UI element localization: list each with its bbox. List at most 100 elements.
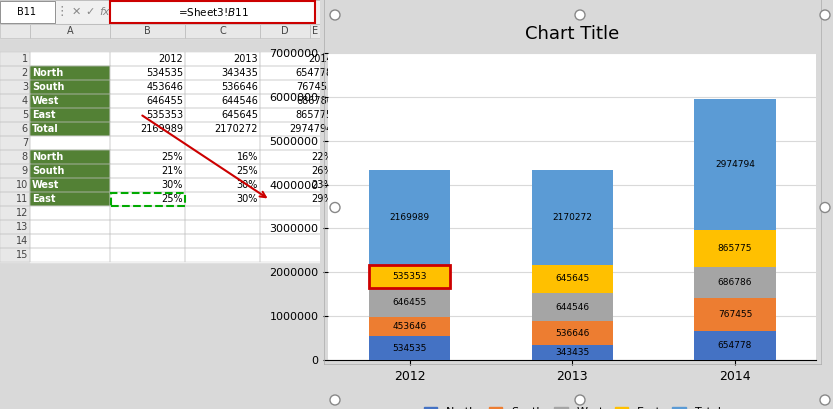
Bar [335, 234, 345, 248]
Bar [110, 1, 315, 23]
Bar [185, 164, 260, 178]
Bar [260, 66, 335, 80]
Bar [30, 122, 110, 136]
Bar [30, 234, 110, 248]
Bar [110, 52, 185, 66]
Bar [531, 265, 613, 293]
Text: 644546: 644546 [556, 303, 590, 312]
Bar [185, 248, 260, 262]
Circle shape [330, 395, 340, 405]
Bar [110, 136, 185, 150]
Bar [30, 192, 110, 206]
Bar [0, 80, 30, 94]
Bar [185, 24, 260, 38]
Bar [260, 192, 335, 206]
Bar [185, 178, 260, 192]
Bar [0, 52, 30, 66]
Circle shape [575, 395, 585, 405]
Bar [30, 178, 110, 192]
Bar [335, 248, 345, 262]
Bar [185, 136, 260, 150]
Bar [335, 66, 345, 80]
Text: 686786: 686786 [718, 278, 752, 287]
Bar [110, 94, 185, 108]
Bar [185, 234, 260, 248]
Bar [30, 94, 110, 108]
Text: 3: 3 [22, 82, 28, 92]
Bar [335, 164, 345, 178]
Bar [30, 52, 110, 66]
Bar [0, 248, 30, 262]
Text: B: B [144, 26, 151, 36]
Text: 30%: 30% [162, 180, 183, 190]
Text: South: South [32, 166, 64, 176]
Bar [531, 170, 613, 265]
Bar [260, 192, 335, 206]
Bar [335, 122, 345, 136]
Bar [30, 24, 110, 38]
Bar [335, 94, 345, 108]
Legend: North, South, West, East, Total: North, South, West, East, Total [420, 402, 725, 409]
Bar [260, 248, 335, 262]
Bar [110, 122, 185, 136]
Bar [0, 66, 30, 80]
Bar [110, 248, 185, 262]
Bar [30, 206, 110, 220]
Text: 26%: 26% [312, 166, 333, 176]
Bar [260, 136, 335, 150]
Bar [185, 248, 260, 262]
Bar [531, 321, 613, 345]
Bar [260, 24, 310, 38]
Bar [30, 220, 110, 234]
Bar [185, 206, 260, 220]
Bar [30, 220, 110, 234]
Bar [335, 108, 345, 122]
Bar [110, 108, 185, 122]
Bar [0, 108, 30, 122]
Bar [185, 150, 260, 164]
Text: 30%: 30% [237, 180, 258, 190]
Bar [110, 206, 185, 220]
Bar [0, 24, 30, 38]
Text: 8: 8 [22, 152, 28, 162]
Bar [310, 24, 320, 38]
Text: 536646: 536646 [555, 328, 590, 337]
Bar [695, 331, 776, 360]
Bar [260, 94, 335, 108]
Bar [110, 234, 185, 248]
Text: 654778: 654778 [296, 68, 333, 78]
Bar [30, 24, 110, 38]
Bar [335, 52, 345, 66]
Bar [531, 293, 613, 321]
Bar [260, 66, 335, 80]
Text: 12: 12 [16, 208, 28, 218]
Title: Chart Title: Chart Title [526, 25, 620, 43]
Circle shape [575, 10, 585, 20]
Bar [260, 220, 335, 234]
Bar [30, 178, 110, 192]
Text: 767455: 767455 [296, 82, 333, 92]
Bar [30, 122, 110, 136]
Bar [185, 80, 260, 94]
Bar [0, 150, 30, 164]
Bar [185, 94, 260, 108]
Text: 7: 7 [22, 138, 28, 148]
Bar [110, 164, 185, 178]
Text: 25%: 25% [237, 166, 258, 176]
Text: fx: fx [99, 7, 109, 17]
Bar [0, 164, 30, 178]
Bar [185, 52, 260, 66]
Bar [335, 220, 345, 234]
Bar [110, 80, 185, 94]
Bar [260, 108, 335, 122]
Text: 1: 1 [22, 54, 28, 64]
Text: 13: 13 [16, 222, 28, 232]
Text: 865775: 865775 [296, 110, 333, 120]
Bar [30, 136, 110, 150]
Bar [260, 24, 310, 38]
Bar [110, 80, 185, 94]
Bar [110, 150, 185, 164]
Text: North: North [32, 68, 63, 78]
Text: 22%: 22% [312, 152, 333, 162]
Text: 29%: 29% [312, 194, 333, 204]
